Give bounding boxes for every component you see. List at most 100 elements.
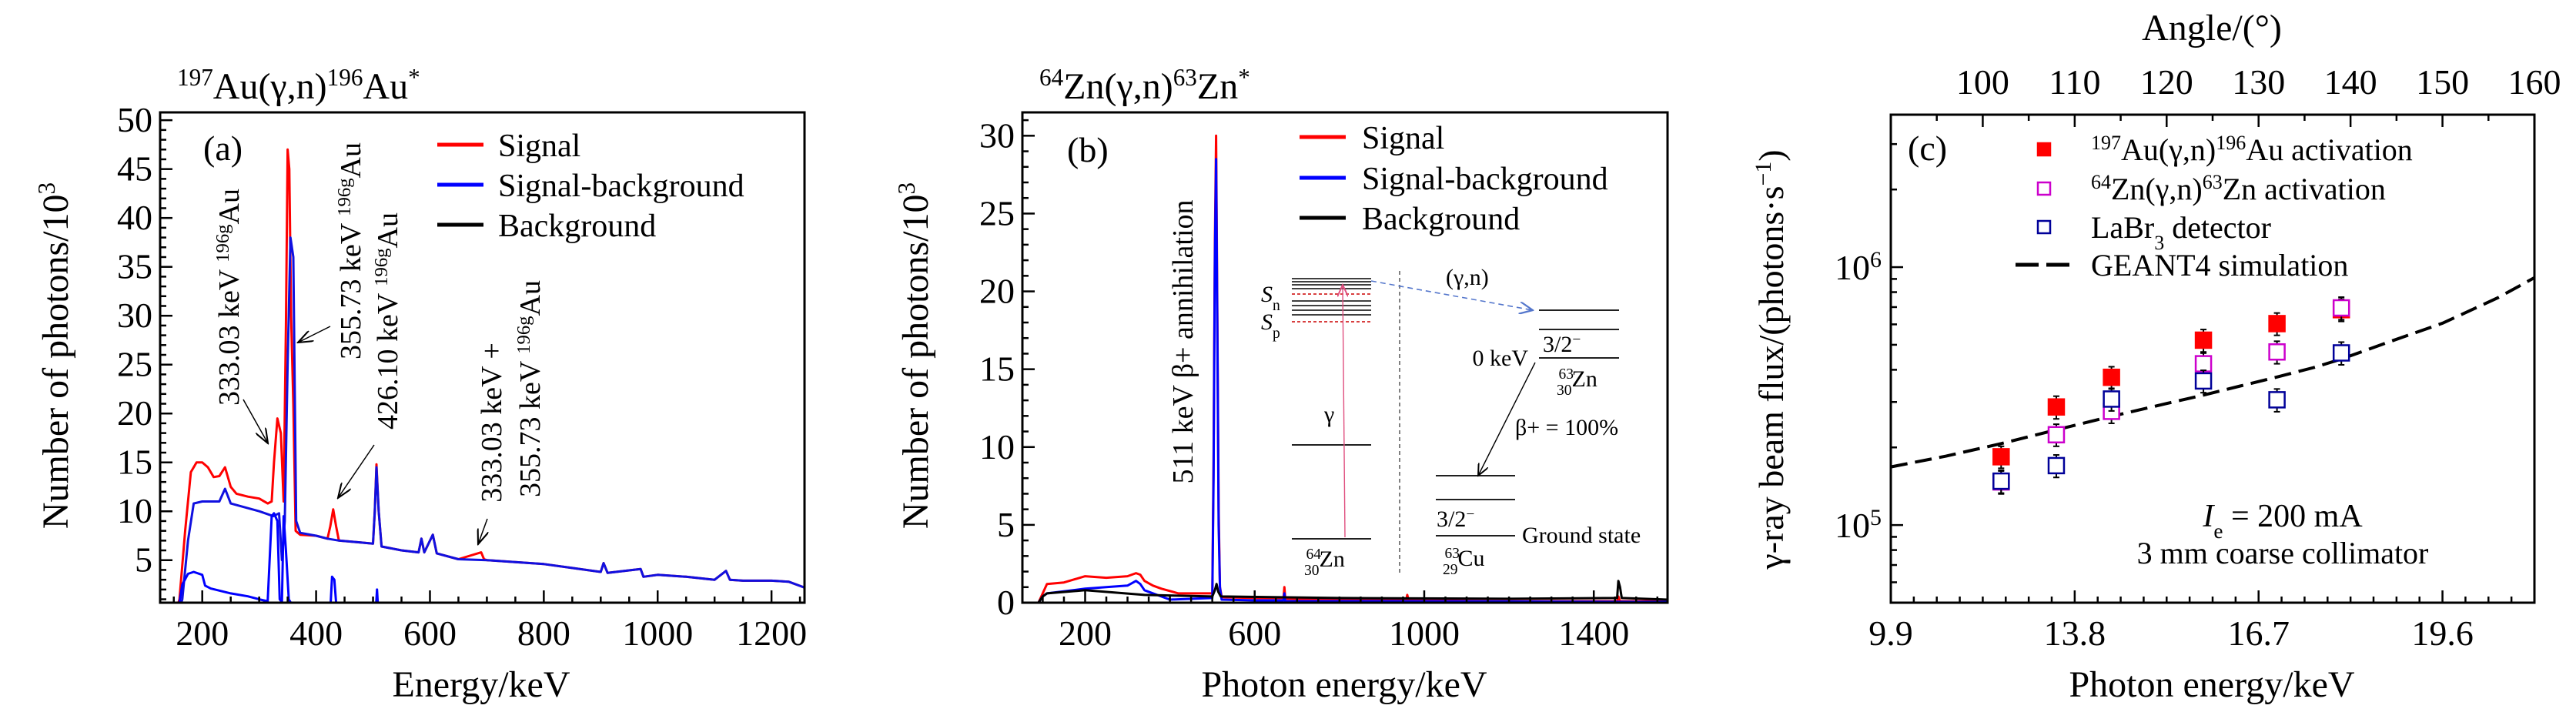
gamma-n-label-part: (γ,n) — [1446, 265, 1489, 290]
legend-item: Signal-background — [437, 169, 744, 204]
x-tick-label: 13.8 — [2044, 613, 2106, 653]
peak-annotation-part: 196g — [334, 178, 355, 216]
beta-decay-arrow — [1478, 362, 1536, 476]
data-point — [2194, 331, 2213, 349]
zn63-label-part: 63 — [1559, 366, 1574, 383]
chart-title-part: Zn(γ,n) — [1063, 66, 1173, 107]
legend-label-part: Zn(γ,n) — [2111, 172, 2203, 206]
gamma-excitation-arrow — [1343, 285, 1345, 538]
legend-item: Signal-background — [1300, 162, 1608, 197]
x-tick-label: 19.6 — [2411, 613, 2474, 653]
legend-label: GEANT4 simulation — [2091, 248, 2348, 282]
data-point — [2047, 456, 2066, 475]
zn63-label-part: Zn — [1572, 366, 1597, 392]
gamma-label: γ — [1323, 402, 1334, 427]
y-axis-label-part: −1 — [1751, 162, 1776, 186]
y-tick-label: 30 — [117, 296, 152, 335]
legend-item: GEANT4 simulation — [2016, 248, 2348, 282]
top-tick-label: 130 — [2232, 62, 2285, 102]
x-axis-label: Energy/keV — [392, 664, 570, 705]
x-tick-label: 600 — [403, 613, 457, 653]
y-tick-label: 10 — [979, 427, 1015, 466]
x-tick-label: 1200 — [736, 613, 807, 653]
y-axis-label-part: Number of photons/10 — [895, 194, 936, 529]
cu63-spin-label-part: − — [1466, 506, 1474, 523]
x-axis-label-part: Energy/keV — [392, 664, 570, 705]
peak-annotation-part: 196g — [212, 224, 233, 262]
x-tick-label: 1400 — [1558, 613, 1629, 653]
chart-title: 197Au(γ,n)196Au* — [177, 64, 420, 108]
data-point — [2194, 372, 2213, 390]
legend-label-part: detector — [2164, 210, 2271, 245]
legend: Signal Signal-background Background — [1300, 121, 1608, 237]
zero-kev-label: 0 keV — [1473, 346, 1529, 371]
zn64-label-part: Zn — [1320, 547, 1345, 572]
collimator-annotation: 3 mm coarse collimator — [2137, 536, 2429, 570]
chart-title-part: Au(γ,n) — [213, 66, 327, 107]
peak-annotation-part: Au — [372, 212, 404, 248]
legend-label: Background — [498, 209, 656, 244]
sn-label: Sn — [1261, 282, 1280, 314]
data-point — [2047, 426, 2066, 444]
zero-kev-label-part: 0 keV — [1473, 346, 1529, 371]
x-axis-label-part: Photon energy/keV — [2069, 664, 2354, 705]
series-zn-activation — [1992, 296, 2350, 495]
sp-label-part: p — [1273, 326, 1280, 342]
panel-label-part: (a) — [203, 129, 243, 168]
legend-item: Background — [437, 209, 656, 244]
zn63-label-part: 30 — [1557, 383, 1572, 399]
legend-label-part: 3 — [2154, 232, 2164, 254]
zn63-label: 63 30Zn — [1557, 366, 1597, 399]
current-annotation-part: = 200 mA — [2223, 499, 2363, 534]
zn63-spin-label-part: − — [1572, 332, 1581, 348]
legend-label-part: GEANT4 simulation — [2091, 248, 2348, 282]
ground-state-label-part: Ground state — [1522, 523, 1641, 548]
chart-title-part: 63 — [1173, 64, 1197, 91]
legend-label: LaBr3 detector — [2091, 210, 2271, 254]
data-point — [2103, 368, 2120, 386]
legend-label-part: LaBr — [2091, 210, 2154, 245]
x-tick-label: 800 — [517, 613, 570, 653]
data-point — [2268, 315, 2286, 333]
x-tick-label: 600 — [1228, 613, 1281, 653]
series-background — [1022, 580, 1668, 603]
legend-label: Signal — [1362, 121, 1444, 156]
legend-item: Background — [1300, 202, 1520, 237]
y-axis-label-part: Number of photons/10 — [35, 194, 76, 529]
y-tick-label-part: 6 — [1870, 247, 1882, 272]
y-axis-label-part: ) — [1751, 149, 1791, 161]
data-point — [2268, 391, 2286, 409]
cu63-label-part: 63 — [1445, 546, 1460, 562]
series-geant4-simulation — [1890, 276, 2535, 469]
legend-label-part: 64 — [2091, 171, 2111, 193]
cu63-label: 63 29Cu — [1443, 546, 1485, 578]
x-tick-label: 400 — [289, 613, 343, 653]
legend-item: Signal — [1300, 121, 1444, 156]
cu63-label-part: 29 — [1443, 562, 1458, 578]
legend-label-part: Zn activation — [2223, 172, 2386, 206]
y-axis-label: γ-ray beam flux/(photons·s−1) — [1751, 149, 1791, 570]
y-axis-label: Number of photons/103 — [893, 182, 937, 529]
y-tick-label: 10 — [117, 491, 152, 530]
chart-title-part: Zn — [1197, 66, 1238, 107]
y-axis-label: Number of photons/103 — [33, 182, 77, 529]
x-tick-label: 200 — [176, 613, 229, 653]
legend-item: 197Au(γ,n)196Au activation — [2036, 132, 2413, 167]
legend-item: LaBr3 detector — [2036, 210, 2271, 254]
series-group — [177, 148, 805, 603]
gamma-label-part: γ — [1323, 402, 1334, 427]
y-tick-label: 0 — [997, 583, 1015, 622]
chart-title-part: * — [408, 64, 420, 91]
data-point — [2103, 390, 2120, 408]
data-point — [2332, 299, 2350, 317]
peak-annotation: 333.03 keV 196gAu — [212, 189, 246, 406]
legend-label-part: Au activation — [2246, 132, 2413, 167]
series-unlabeled-1 — [179, 236, 805, 603]
y-tick-label: 15 — [979, 349, 1015, 389]
legend: Signal Signal-background Background — [437, 129, 744, 244]
panel-label-part: (c) — [1908, 129, 1947, 168]
series-signal-background — [1022, 158, 1668, 603]
top-axis-label-part: Angle/(°) — [2142, 8, 2282, 48]
